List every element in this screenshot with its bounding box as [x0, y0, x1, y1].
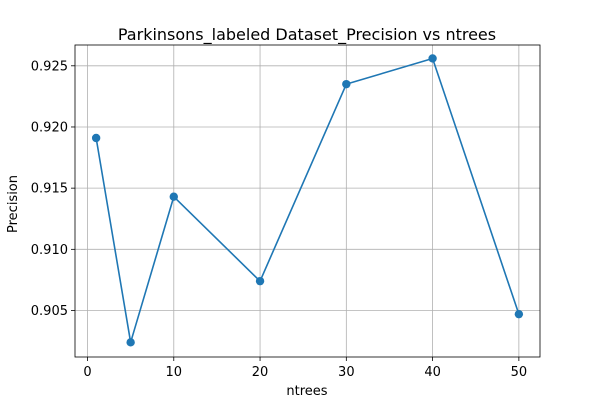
y-tick-label: 0.910: [31, 243, 68, 258]
x-tick-label: 0: [83, 365, 91, 380]
plot-frame: [74, 44, 541, 358]
data-point: [428, 54, 437, 63]
x-tick-label: 20: [252, 365, 269, 380]
axes: 0 10 20 30 40 50 0.905 0.910 0.915 0.920 0.925: [31, 44, 541, 380]
data-point: [342, 79, 351, 89]
data-point: [91, 133, 101, 143]
y-axis-label: Precision: [6, 175, 21, 233]
y-tick-label: 0.920: [31, 120, 68, 135]
data-point: [514, 309, 524, 319]
data-point: [126, 338, 135, 347]
x-tick-label: 40: [424, 365, 441, 380]
y-tick-label: 0.925: [31, 59, 68, 74]
x-tick-label: 50: [511, 365, 528, 380]
data-point: [169, 192, 178, 201]
x-tick-label: 10: [166, 365, 183, 380]
chart-title: Parkinsons_labeled Dataset_Precision vs …: [118, 25, 496, 45]
x-tick-label: 30: [338, 365, 355, 380]
data-point: [255, 276, 265, 286]
x-axis-label: ntrees: [286, 384, 327, 399]
series: [91, 54, 524, 347]
y-tick-label: 0.915: [31, 182, 68, 197]
grid: [75, 45, 540, 357]
y-tick-label: 0.905: [31, 304, 68, 319]
